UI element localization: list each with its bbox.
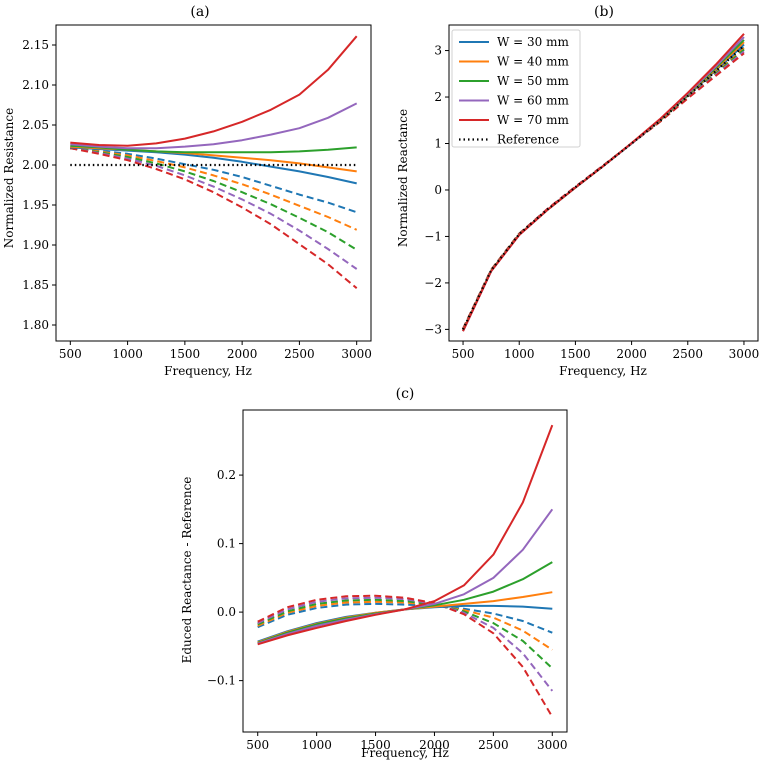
panel-c-y-label: Educed Reactance - Reference <box>180 477 194 664</box>
panel-c-x-tick-label-5: 3000 <box>537 738 568 752</box>
panel-b-x-tick-label-0: 500 <box>452 347 475 361</box>
panel-a-x-tick-label-0: 500 <box>59 347 82 361</box>
panel-c-x-tick-label-1: 1000 <box>301 738 332 752</box>
panel-a-x-label: Frequency, Hz <box>164 364 252 378</box>
legend-label-0: W = 30 mm <box>497 35 569 49</box>
legend: W = 30 mm W = 40 mm W = 50 mm W = 60 mm W = … <box>451 29 581 148</box>
panel-a-x-tick-label-3: 2000 <box>227 347 258 361</box>
panel-c-x-tick-label-4: 2500 <box>478 738 509 752</box>
panel-a-x-tick-label-2: 1500 <box>170 347 201 361</box>
panel-a-y-tick-label-4: 2.00 <box>22 158 49 172</box>
legend-label-5: Reference <box>497 133 559 147</box>
panel-a-x-tick-label-1: 1000 <box>112 347 143 361</box>
panel-a-series-6 <box>70 147 358 231</box>
panel-b-y-label: Normalized Reactance <box>396 109 410 247</box>
panel-c-series-9 <box>257 594 554 718</box>
panel-c-y-tick-label-1: 0.0 <box>217 605 236 619</box>
panel-b-x-tick-label-3: 2000 <box>616 347 647 361</box>
panel-a-title: (a) <box>190 4 209 20</box>
panel-b-y-tick-label-1: −2 <box>424 276 442 290</box>
panel-b-y-tick-label-4: 1 <box>434 137 442 151</box>
panel-b-y-tick-label-6: 3 <box>434 44 442 58</box>
panel-a-series-3 <box>70 102 358 150</box>
panel-c-frame <box>242 409 568 733</box>
panel-b-y-tick-label-2: −1 <box>424 229 442 243</box>
panel-a: (a) 500 1000 1500 2000 2500 3000 1.80 1.85 1.90 1… <box>2 4 372 378</box>
legend-label-1: W = 40 mm <box>497 55 569 69</box>
panel-b-x-label: Frequency, Hz <box>559 364 647 378</box>
legend-entries: W = 30 mm W = 40 mm W = 50 mm W = 60 mm W = … <box>459 35 569 147</box>
panel-c-series-7 <box>257 598 553 670</box>
panel-b: (b) 500 1000 1500 2000 2500 3000 −3 −2 −1 0 1 2 3 Fr… <box>396 4 759 378</box>
panel-c-x-tick-label-2: 1500 <box>360 738 391 752</box>
panel-a-series-7 <box>70 147 358 251</box>
panel-a-y-tick-label-3: 1.95 <box>22 198 49 212</box>
panel-c-series <box>257 424 554 718</box>
panel-b-axes: 500 1000 1500 2000 2500 3000 −3 −2 −1 0 1 2 3 <box>424 44 759 361</box>
panel-a-y-tick-label-6: 2.10 <box>22 78 49 92</box>
panel-c-y-tick-label-3: 0.2 <box>217 468 236 482</box>
panel-a-series-9 <box>70 147 358 289</box>
panel-c-x-tick-label-3: 2000 <box>419 738 450 752</box>
panel-b-series-10 <box>462 45 745 330</box>
panel-b-x-tick-label-1: 1000 <box>504 347 535 361</box>
panel-c-series-4 <box>257 424 554 646</box>
panel-a-series-2 <box>70 144 357 154</box>
panel-c-x-tick-label-0: 500 <box>246 738 269 752</box>
panel-a-series-8 <box>70 147 358 270</box>
panel-c: (c) 500 1000 1500 2000 2500 3000 −0.1 0.0 0.1 0.2… <box>180 386 568 760</box>
panel-a-y-tick-label-0: 1.80 <box>22 318 49 332</box>
legend-label-3: W = 60 mm <box>497 94 569 108</box>
panel-c-y-tick-label-0: −0.1 <box>207 674 236 688</box>
panel-b-y-tick-label-3: 0 <box>434 183 442 197</box>
panel-a-axes: 500 1000 1500 2000 2500 3000 1.80 1.85 1.90 1.95 2… <box>22 38 372 361</box>
panel-c-y-tick-label-2: 0.1 <box>217 537 236 551</box>
panel-a-frame <box>55 24 372 342</box>
panel-c-title: (c) <box>396 386 415 402</box>
panel-b-y-tick-label-0: −3 <box>424 322 442 336</box>
panel-b-x-tick-label-2: 1500 <box>560 347 591 361</box>
panel-c-series-8 <box>257 596 554 692</box>
legend-label-2: W = 50 mm <box>497 74 569 88</box>
panel-b-series <box>462 33 745 332</box>
panel-a-x-tick-label-5: 3000 <box>341 347 372 361</box>
legend-box <box>451 29 581 148</box>
panel-a-series-5 <box>70 147 358 214</box>
panel-b-y-tick-label-5: 2 <box>434 90 442 104</box>
panel-a-series <box>70 35 358 289</box>
panel-a-series-4 <box>70 35 358 147</box>
panel-b-title: (b) <box>594 4 614 20</box>
panel-a-y-label: Normalized Resistance <box>2 108 16 248</box>
panel-b-x-tick-label-4: 2500 <box>672 347 703 361</box>
panel-a-y-tick-label-1: 1.85 <box>22 278 49 292</box>
panel-a-x-tick-label-4: 2500 <box>284 347 315 361</box>
legend-label-4: W = 70 mm <box>497 113 569 127</box>
panel-a-y-tick-label-7: 2.15 <box>22 38 49 52</box>
panel-a-y-tick-label-5: 2.05 <box>22 118 49 132</box>
panel-b-frame <box>448 24 759 342</box>
panel-b-x-tick-label-5: 3000 <box>729 347 760 361</box>
panel-c-x-label: Frequency, Hz <box>361 746 449 760</box>
panel-c-axes: 500 1000 1500 2000 2500 3000 −0.1 0.0 0.1 0.2 <box>207 468 568 752</box>
panel-a-y-tick-label-2: 1.90 <box>22 238 49 252</box>
